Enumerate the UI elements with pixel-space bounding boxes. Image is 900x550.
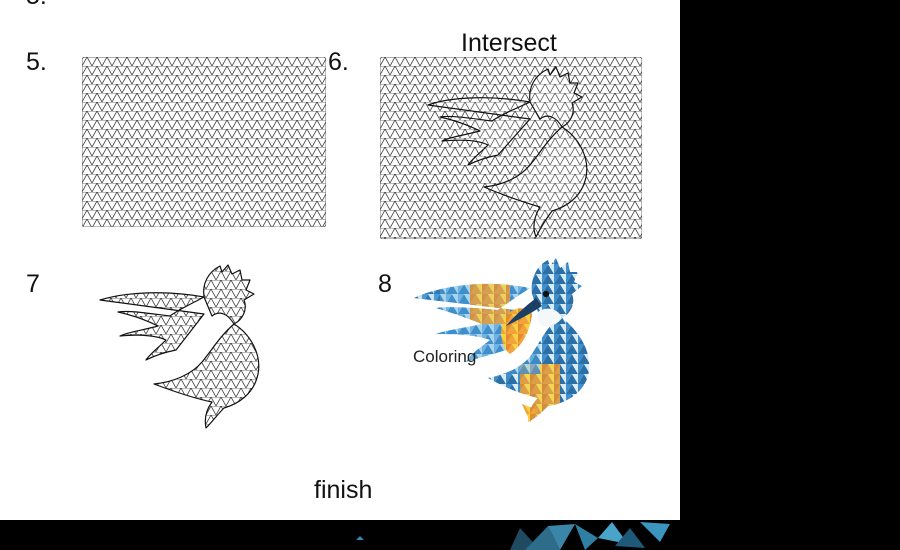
step-label-partial: 5.	[26, 0, 47, 9]
step-label-7: 7	[26, 270, 40, 298]
patterned-bird	[99, 264, 260, 429]
intersect-caption: Intersect	[461, 29, 557, 57]
coloring-caption: Coloring	[413, 347, 477, 366]
right-black-area	[680, 0, 900, 550]
step-label-5: 5.	[26, 48, 47, 76]
colored-bird	[414, 258, 590, 422]
finish-caption: finish	[314, 476, 373, 504]
triangle-decoration	[356, 522, 670, 550]
tutorial-canvas: 5. 5. 6. 7 8 Intersect finish	[0, 0, 680, 520]
eye-icon	[542, 290, 550, 298]
triangle-pattern-panel	[82, 57, 326, 227]
bird-outline	[427, 66, 588, 238]
step-label-8: 8	[378, 270, 392, 298]
intersect-panel	[380, 57, 642, 239]
bottom-black-band	[0, 520, 680, 550]
step-label-6: 6.	[328, 48, 349, 76]
